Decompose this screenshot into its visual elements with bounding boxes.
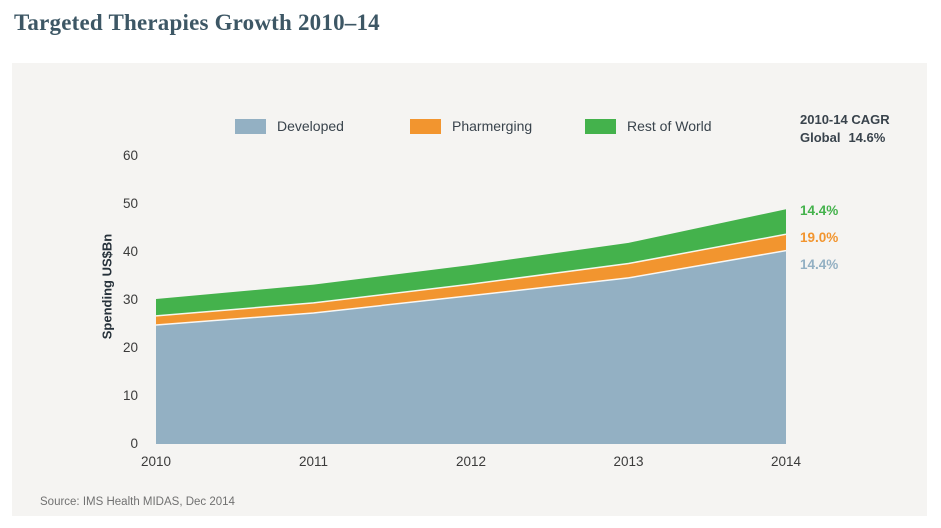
cagr-value-developed: 14.4% [800, 257, 839, 272]
cagr-global-label: Global [800, 130, 841, 145]
area-developed [156, 250, 786, 444]
x-tick-label: 2013 [613, 454, 644, 469]
legend-swatch-developed [235, 118, 266, 134]
y-tick-label: 0 [130, 436, 138, 451]
legend-item-pharmerging: Pharmerging [410, 118, 532, 134]
y-tick-label: 60 [122, 148, 138, 163]
legend-label-pharmerging: Pharmerging [452, 118, 533, 134]
y-tick-label: 40 [122, 244, 138, 259]
page-title: Targeted Therapies Growth 2010–14 [14, 10, 380, 35]
cagr-global-line: Global 14.6% [800, 129, 890, 147]
layer-boundary-line [156, 233, 786, 317]
x-tick-label: 2014 [770, 454, 802, 469]
legend-swatch-rest-of-world [585, 118, 616, 134]
area-pharmerging [156, 234, 786, 325]
x-tick-label: 2010 [140, 454, 172, 469]
legend-label-rest-of-world: Rest of World [627, 118, 712, 134]
y-tick-label: 20 [122, 340, 138, 355]
source-note: Source: IMS Health MIDAS, Dec 2014 [40, 496, 235, 508]
y-tick-label: 30 [122, 292, 138, 307]
cagr-value-pharmerging: 19.0% [800, 230, 839, 245]
legend-swatch-pharmerging [410, 118, 441, 134]
cagr-annotation: 2010-14 CAGR Global 14.6% [800, 111, 890, 147]
stacked-area-chart [156, 209, 786, 444]
chart-panel: Developed Pharmerging Rest of World 2010… [12, 63, 927, 516]
x-tick-label: 2012 [455, 454, 487, 469]
legend-item-developed: Developed [235, 118, 344, 134]
x-tick-label: 2011 [298, 454, 329, 469]
area-rest-of-world [156, 209, 786, 316]
cagr-heading: 2010-14 CAGR [800, 112, 890, 127]
legend-label-developed: Developed [277, 118, 344, 134]
y-tick-label: 50 [122, 196, 138, 211]
cagr-value-rest-of-world: 14.4% [800, 203, 839, 218]
legend-item-rest-of-world: Rest of World [585, 118, 712, 134]
y-tick-label: 10 [122, 388, 138, 403]
layer-boundary-line [156, 249, 786, 326]
cagr-global-value: 14.6% [848, 130, 886, 145]
